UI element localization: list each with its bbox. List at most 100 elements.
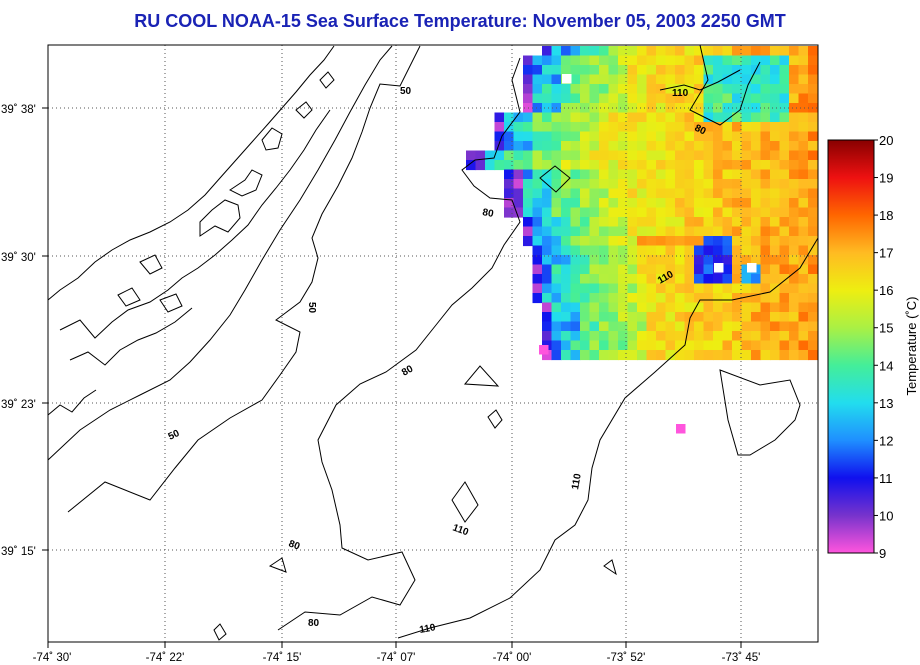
sst-cell [732, 131, 743, 142]
sst-cell [599, 350, 610, 361]
sst-cell [656, 217, 667, 228]
sst-cell [732, 293, 743, 304]
sst-cell [570, 188, 581, 199]
sst-cell [637, 236, 648, 247]
sst-cell [627, 160, 638, 171]
sst-cell [808, 217, 819, 228]
sst-cell [798, 274, 809, 285]
sst-cell [589, 65, 600, 76]
sst-cell [646, 274, 657, 285]
sst-cell [504, 169, 515, 180]
sst-cell [684, 65, 695, 76]
sst-cell [637, 179, 648, 190]
sst-cell [513, 131, 524, 142]
sst-cell [732, 226, 743, 237]
sst-cell [570, 350, 581, 361]
sst-cell [779, 179, 790, 190]
sst-cell [646, 150, 657, 161]
sst-cell [513, 112, 524, 123]
sst-cell [523, 93, 534, 104]
sst-cell [684, 264, 695, 275]
sst-cell [570, 74, 581, 85]
sst-cell [760, 321, 771, 332]
sst-cell [760, 340, 771, 351]
sst-cell [684, 131, 695, 142]
sst-cell [580, 179, 591, 190]
sst-cell [561, 160, 572, 171]
sst-cell [741, 55, 752, 66]
sst-cell [760, 283, 771, 294]
sst-cell [722, 169, 733, 180]
sst-cell [694, 236, 705, 247]
sst-cell [637, 245, 648, 256]
sst-cell [570, 331, 581, 342]
sst-cell [808, 302, 819, 313]
sst-cell [656, 321, 667, 332]
sst-cell [789, 65, 800, 76]
sst-cell [637, 217, 648, 228]
contour-label: 110 [419, 622, 437, 636]
sst-cell [675, 236, 686, 247]
sst-cell [798, 112, 809, 123]
sst-cell [646, 55, 657, 66]
sst-cell [808, 150, 819, 161]
sst-cell [808, 340, 819, 351]
sst-cell [675, 293, 686, 304]
sst-cell [665, 283, 676, 294]
sst-cell [646, 226, 657, 237]
sst-cell [789, 84, 800, 95]
sst-cell [665, 65, 676, 76]
sst-cell [542, 103, 553, 114]
sst-cell [760, 217, 771, 228]
sst-cell [656, 236, 667, 247]
sst-cell [627, 198, 638, 209]
sst-cell [561, 122, 572, 133]
sst-cell [747, 263, 757, 273]
sst-cell [741, 112, 752, 123]
sst-cell [637, 65, 648, 76]
sst-cell [551, 340, 562, 351]
sst-cell [751, 169, 762, 180]
sst-cell [523, 112, 534, 123]
sst-cell [741, 65, 752, 76]
sst-cell [779, 46, 790, 57]
sst-cell [732, 141, 743, 152]
sst-cell [760, 65, 771, 76]
sst-cell [722, 245, 733, 256]
sst-cell [694, 46, 705, 57]
sst-cell [779, 55, 790, 66]
sst-cell [732, 245, 743, 256]
sst-cell [542, 74, 553, 85]
sst-cell [713, 321, 724, 332]
sst-cell [523, 160, 534, 171]
sst-cell [722, 207, 733, 218]
sst-cell [542, 331, 553, 342]
sst-cell [665, 255, 676, 266]
sst-cell [789, 274, 800, 285]
map-frame [47, 44, 819, 643]
sst-cell [599, 255, 610, 266]
sst-cell [627, 74, 638, 85]
sst-cell [532, 255, 543, 266]
sst-cell [599, 141, 610, 152]
sst-cell [703, 207, 714, 218]
sst-cell [684, 321, 695, 332]
sst-cell [779, 274, 790, 285]
sst-cell [808, 93, 819, 104]
sst-cell [627, 122, 638, 133]
sst-cell [589, 112, 600, 123]
sst-cell [627, 188, 638, 199]
sst-cell [713, 302, 724, 313]
sst-cell [580, 141, 591, 152]
sst-cell [532, 74, 543, 85]
sst-cell [703, 150, 714, 161]
sst-cell [694, 226, 705, 237]
sst-cell [646, 131, 657, 142]
sst-cell [703, 122, 714, 133]
sst-cell [770, 255, 781, 266]
sst-cell [798, 283, 809, 294]
sst-cell [608, 122, 619, 133]
sst-cell [808, 293, 819, 304]
sst-cell [703, 46, 714, 57]
sst-cell [656, 302, 667, 313]
